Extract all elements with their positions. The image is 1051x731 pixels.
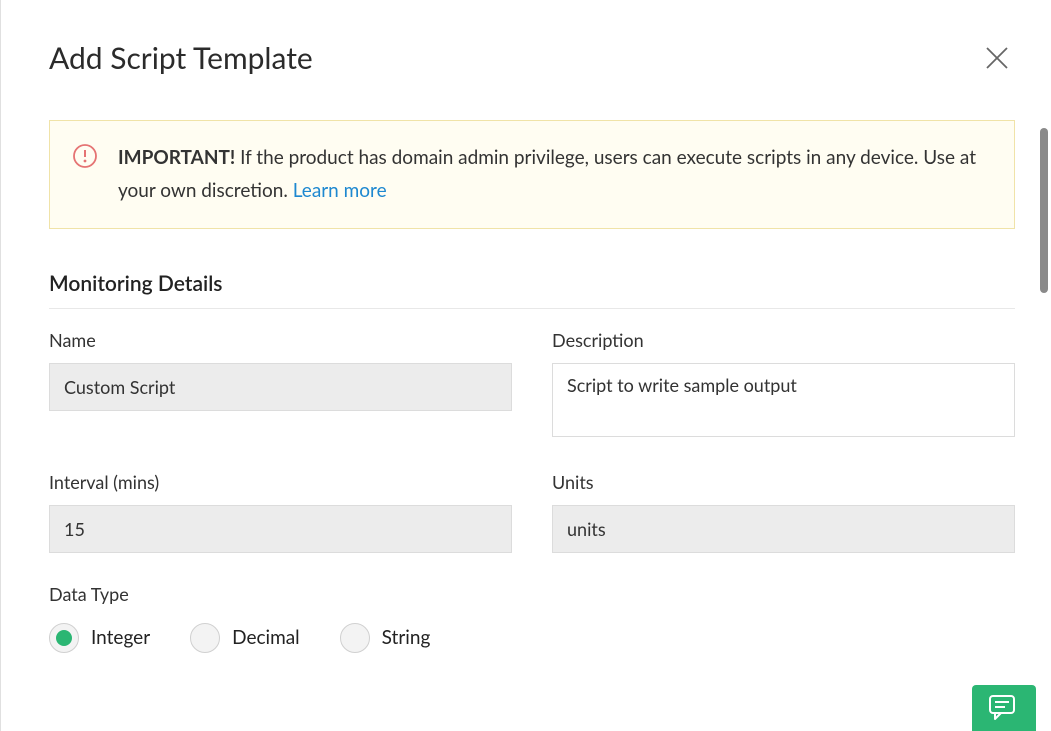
alert-text: IMPORTANT! If the product has domain adm…	[118, 141, 990, 208]
important-alert: IMPORTANT! If the product has domain adm…	[49, 120, 1015, 229]
learn-more-link[interactable]: Learn more	[293, 179, 387, 202]
radio-integer[interactable]: Integer	[49, 623, 150, 653]
interval-field-group: Interval (mins)	[49, 471, 512, 553]
scrollbar-thumb[interactable]	[1040, 128, 1048, 293]
monitoring-form: Name Description Script to write sample …	[49, 329, 1015, 653]
units-input[interactable]	[552, 505, 1015, 553]
radio-decimal[interactable]: Decimal	[190, 623, 300, 653]
warning-icon	[72, 143, 98, 173]
modal-title: Add Script Template	[49, 40, 313, 76]
units-label: Units	[552, 471, 1015, 493]
name-input[interactable]	[49, 363, 512, 411]
data-type-field-group: Data Type Integer Decimal String	[49, 583, 1015, 653]
close-icon	[983, 44, 1011, 72]
radio-label: Decimal	[232, 626, 300, 649]
alert-message: If the product has domain admin privileg…	[118, 146, 976, 202]
radio-label: Integer	[91, 626, 150, 649]
interval-label: Interval (mins)	[49, 471, 512, 493]
name-label: Name	[49, 329, 512, 351]
radio-string[interactable]: String	[340, 623, 431, 653]
add-script-template-modal: Add Script Template IMPORTANT! If the pr…	[0, 0, 1051, 731]
interval-input[interactable]	[49, 505, 512, 553]
description-label: Description	[552, 329, 1015, 351]
radio-indicator	[190, 623, 220, 653]
monitoring-details-heading: Monitoring Details	[49, 271, 1015, 309]
name-field-group: Name	[49, 329, 512, 441]
chat-widget-button[interactable]	[972, 685, 1036, 731]
units-field-group: Units	[552, 471, 1015, 553]
chat-icon	[987, 693, 1021, 723]
radio-label: String	[382, 626, 431, 649]
description-field-group: Description Script to write sample outpu…	[552, 329, 1015, 441]
data-type-radio-group: Integer Decimal String	[49, 623, 1015, 653]
radio-dot-icon	[56, 630, 72, 646]
data-type-label: Data Type	[49, 583, 1015, 605]
alert-prefix: IMPORTANT!	[118, 146, 235, 169]
modal-header: Add Script Template	[49, 40, 1015, 76]
radio-indicator	[49, 623, 79, 653]
description-input[interactable]: Script to write sample output	[552, 363, 1015, 437]
close-button[interactable]	[979, 40, 1015, 76]
radio-indicator	[340, 623, 370, 653]
